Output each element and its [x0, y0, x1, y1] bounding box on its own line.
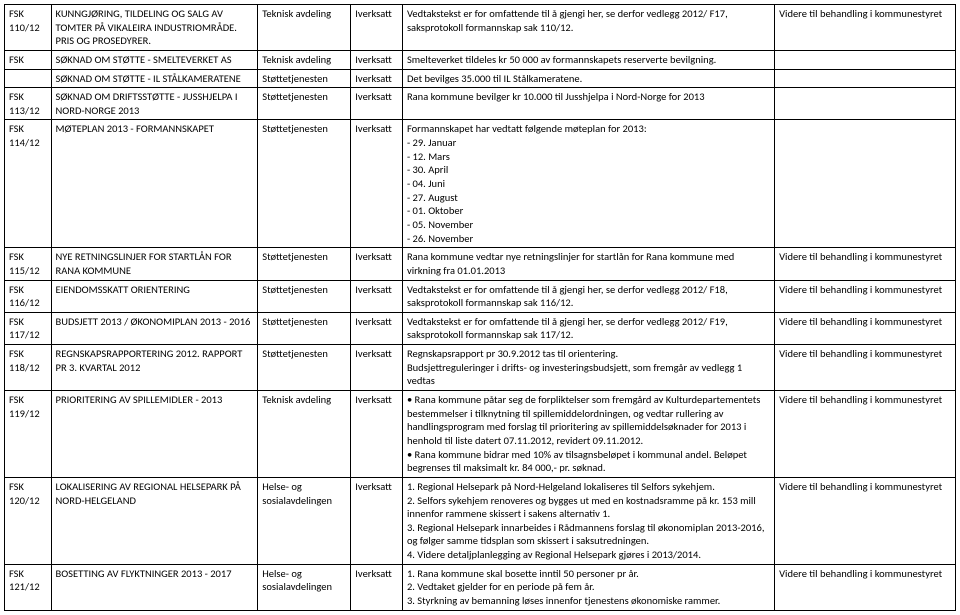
case-decision: Rana kommune vedtar nye retningslinjer f…	[402, 248, 774, 280]
case-title: SØKNAD OM STØTTE - IL STÅLKAMERATENE	[51, 69, 258, 88]
table-row: FSK 120/12LOKALISERING AV REGIONAL HELSE…	[5, 477, 956, 564]
case-department: Støttetjenesten	[258, 120, 351, 248]
case-note: Videre til behandling i kommunestyret	[775, 248, 956, 280]
case-note	[775, 50, 956, 69]
case-decision: Vedtakstekst er for omfattende til å gje…	[402, 5, 774, 51]
case-title: PRIORITERING AV SPILLEMIDLER - 2013	[51, 391, 258, 478]
case-status: Iverksatt	[351, 88, 403, 120]
case-note: Videre til behandling i kommunestyret	[775, 345, 956, 391]
case-table: FSK 110/12KUNNGJØRING, TILDELING OG SALG…	[4, 4, 956, 611]
case-department: Støttetjenesten	[258, 248, 351, 280]
case-department: Helse- og sosialavdelingen	[258, 564, 351, 610]
case-title: BUDSJETT 2013 / ØKONOMIPLAN 2013 - 2016	[51, 312, 258, 344]
case-status: Iverksatt	[351, 345, 403, 391]
case-note: Videre til behandling i kommunestyret	[775, 280, 956, 312]
table-row: FSK 116/12EIENDOMSSKATT ORIENTERINGStøtt…	[5, 280, 956, 312]
case-decision: Vedtakstekst er for omfattende til å gje…	[402, 312, 774, 344]
case-status: Iverksatt	[351, 391, 403, 478]
case-title: REGNSKAPSRAPPORTERING 2012. RAPPORT PR 3…	[51, 345, 258, 391]
case-department: Teknisk avdeling	[258, 391, 351, 478]
case-id: FSK 113/12	[5, 88, 52, 120]
case-id: FSK 115/12	[5, 248, 52, 280]
case-department: Teknisk avdeling	[258, 5, 351, 51]
case-department: Teknisk avdeling	[258, 50, 351, 69]
case-status: Iverksatt	[351, 69, 403, 88]
case-id: FSK 120/12	[5, 477, 52, 564]
case-decision: Rana kommune bevilger kr 10.000 til Juss…	[402, 88, 774, 120]
case-id: FSK 117/12	[5, 312, 52, 344]
case-decision: Det bevilges 35.000 til IL Stålkameraten…	[402, 69, 774, 88]
table-row: FSK 118/12REGNSKAPSRAPPORTERING 2012. RA…	[5, 345, 956, 391]
case-decision: 1. Regional Helsepark på Nord-Helgeland …	[402, 477, 774, 564]
case-title: BOSETTING AV FLYKTNINGER 2013 - 2017	[51, 564, 258, 610]
case-note	[775, 69, 956, 88]
table-row: FSK 115/12NYE RETNINGSLINJER FOR STARTLÅ…	[5, 248, 956, 280]
case-decision: Formannskapet har vedtatt følgende møtep…	[402, 120, 774, 248]
case-decision: Regnskapsrapport pr 30.9.2012 tas til or…	[402, 345, 774, 391]
case-id	[5, 69, 52, 88]
case-status: Iverksatt	[351, 120, 403, 248]
case-note: Videre til behandling i kommunestyret	[775, 5, 956, 51]
case-note: Videre til behandling i kommunestyret	[775, 391, 956, 478]
case-decision: • Rana kommune påtar seg de forpliktelse…	[402, 391, 774, 478]
table-row: FSKSØKNAD OM STØTTE - SMELTEVERKET ASTek…	[5, 50, 956, 69]
case-decision: Vedtakstekst er for omfattende til å gje…	[402, 280, 774, 312]
case-id: FSK 116/12	[5, 280, 52, 312]
case-status: Iverksatt	[351, 564, 403, 610]
case-note	[775, 120, 956, 248]
case-id: FSK	[5, 50, 52, 69]
case-status: Iverksatt	[351, 477, 403, 564]
case-decision: Smelteverket tildeles kr 50 000 av forma…	[402, 50, 774, 69]
case-id: FSK 119/12	[5, 391, 52, 478]
table-row: FSK 121/12BOSETTING AV FLYKTNINGER 2013 …	[5, 564, 956, 610]
case-department: Støttetjenesten	[258, 69, 351, 88]
case-status: Iverksatt	[351, 5, 403, 51]
table-row: FSK 114/12MØTEPLAN 2013 - FORMANNSKAPETS…	[5, 120, 956, 248]
case-id: FSK 114/12	[5, 120, 52, 248]
case-title: SØKNAD OM DRIFTSSTØTTE - JUSSHJELPA I NO…	[51, 88, 258, 120]
table-row: FSK 117/12BUDSJETT 2013 / ØKONOMIPLAN 20…	[5, 312, 956, 344]
case-decision: 1. Rana kommune skal bosette inntil 50 p…	[402, 564, 774, 610]
case-status: Iverksatt	[351, 50, 403, 69]
case-title: LOKALISERING AV REGIONAL HELSEPARK PÅ NO…	[51, 477, 258, 564]
case-note: Videre til behandling i kommunestyret	[775, 312, 956, 344]
case-id: FSK 118/12	[5, 345, 52, 391]
table-row: SØKNAD OM STØTTE - IL STÅLKAMERATENEStøt…	[5, 69, 956, 88]
case-note	[775, 88, 956, 120]
case-status: Iverksatt	[351, 248, 403, 280]
case-title: NYE RETNINGSLINJER FOR STARTLÅN FOR RANA…	[51, 248, 258, 280]
case-department: Støttetjenesten	[258, 312, 351, 344]
case-department: Støttetjenesten	[258, 88, 351, 120]
case-department: Støttetjenesten	[258, 345, 351, 391]
case-department: Støttetjenesten	[258, 280, 351, 312]
case-status: Iverksatt	[351, 280, 403, 312]
case-note: Videre til behandling i kommunestyret	[775, 564, 956, 610]
case-title: SØKNAD OM STØTTE - SMELTEVERKET AS	[51, 50, 258, 69]
case-title: MØTEPLAN 2013 - FORMANNSKAPET	[51, 120, 258, 248]
table-row: FSK 110/12KUNNGJØRING, TILDELING OG SALG…	[5, 5, 956, 51]
table-row: FSK 119/12PRIORITERING AV SPILLEMIDLER -…	[5, 391, 956, 478]
table-row: FSK 113/12SØKNAD OM DRIFTSSTØTTE - JUSSH…	[5, 88, 956, 120]
case-title: KUNNGJØRING, TILDELING OG SALG AV TOMTER…	[51, 5, 258, 51]
case-department: Helse- og sosialavdelingen	[258, 477, 351, 564]
case-note: Videre til behandling i kommunestyret	[775, 477, 956, 564]
case-status: Iverksatt	[351, 312, 403, 344]
case-id: FSK 121/12	[5, 564, 52, 610]
case-id: FSK 110/12	[5, 5, 52, 51]
case-title: EIENDOMSSKATT ORIENTERING	[51, 280, 258, 312]
